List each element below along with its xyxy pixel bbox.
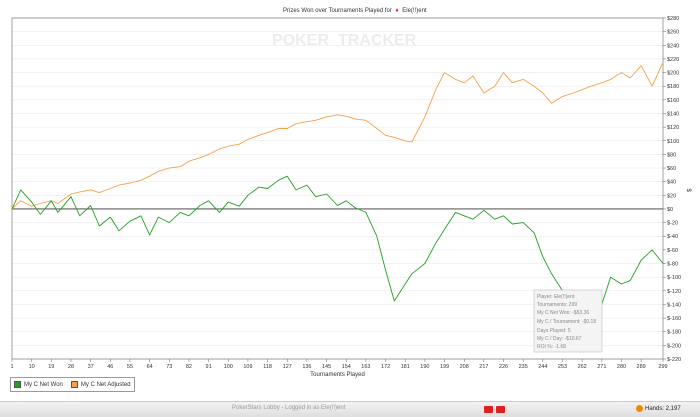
x-tick-label: 199 <box>440 364 449 370</box>
series-lines <box>11 62 664 305</box>
y-tick-label: $40 <box>667 180 676 186</box>
svg-text:POKER: POKER <box>272 32 329 49</box>
x-tick-labels: 1 10 19 28 37 46 55 64 73 82 91 100 109 118 127 136 145 1… <box>10 364 667 370</box>
legend-label-net-adjusted: My C Net Adjusted <box>80 381 131 388</box>
y-tick-label: $100 <box>667 139 679 145</box>
x-tick-label: 280 <box>617 364 626 370</box>
taskbar-app-icon[interactable] <box>496 406 505 413</box>
y-tick-label: $60 <box>667 166 676 172</box>
plot-border <box>11 17 664 360</box>
y-tick-label: $-80 <box>667 262 678 268</box>
x-tick-label: 262 <box>578 364 587 370</box>
x-tick-label: 127 <box>283 364 292 370</box>
x-tick-label: 100 <box>224 364 233 370</box>
x-tick-label: 163 <box>361 364 370 370</box>
y-tick-label: $-60 <box>667 248 678 254</box>
y-tick-label: $280 <box>667 16 679 22</box>
y-tick-label: $180 <box>667 84 679 90</box>
y-tick-label: $-200 <box>667 343 681 349</box>
x-tick-label: 226 <box>499 364 508 370</box>
x-tick-label: 235 <box>519 364 528 370</box>
x-tick-label: 181 <box>401 364 410 370</box>
y-tick-label: $220 <box>667 57 679 63</box>
tooltip-roi: ROI %: -1.68 <box>537 344 566 350</box>
x-tick-label: 73 <box>166 364 172 370</box>
y-tick-label: $140 <box>667 111 679 117</box>
hands-counter[interactable]: Hands: 2,197 <box>636 405 681 412</box>
x-tick-label: 46 <box>107 364 113 370</box>
y-tick-label: $200 <box>667 71 679 77</box>
y-tick-label: $0 <box>667 207 673 213</box>
y-tick-label: $-160 <box>667 316 681 322</box>
x-tick-label: 109 <box>243 364 252 370</box>
x-tick-label: 37 <box>88 364 94 370</box>
tooltip-box <box>533 289 603 353</box>
legend-item-net-adjusted[interactable]: My C Net Adjusted <box>70 381 131 388</box>
series-line-my-c-net-won <box>11 175 664 305</box>
x-tick-label: 253 <box>558 364 567 370</box>
x-tick-label: 217 <box>479 364 488 370</box>
tooltip-net-won: My C Net Won: -$53.36 <box>537 310 589 316</box>
y-tick-label: $120 <box>667 125 679 131</box>
y-axis-label: $ <box>685 189 691 193</box>
chart-legend: My C Net Won My C Net Adjusted <box>10 377 135 392</box>
legend-swatch-net-adjusted <box>70 381 78 388</box>
y-tick-label: $-120 <box>667 289 681 295</box>
legend-swatch-net-won <box>14 381 21 388</box>
y-tick-label: $240 <box>667 43 679 49</box>
tooltip-days-played: Days Played: 5 <box>537 328 571 334</box>
tooltip-player: Player: Ele(!!)ent <box>537 294 575 300</box>
poker-spade-icon: ♦ <box>396 8 399 14</box>
x-tick-label: 145 <box>322 364 331 370</box>
data-tooltip: Player: Ele(!!)ent Tournaments: 299 My C… <box>533 289 603 353</box>
x-tick-label: 28 <box>68 364 74 370</box>
y-tick-label: $-20 <box>667 221 678 227</box>
x-tick-label: 208 <box>460 364 469 370</box>
y-tick-labels: $-220 $-200 $-180 $-160 $-140 $-120 $-100 $-80 $… <box>667 16 681 363</box>
y-tick-label: $-180 <box>667 330 681 336</box>
y-tick-label: $80 <box>667 152 676 158</box>
x-tick-label: 271 <box>597 364 606 370</box>
x-tick-label: 244 <box>538 364 547 370</box>
y-tick-label: $160 <box>667 98 679 104</box>
x-tick-label: 1 <box>10 364 13 370</box>
y-tick-label: $-100 <box>667 275 681 281</box>
x-tick-label: 91 <box>206 364 212 370</box>
x-tick-label: 55 <box>127 364 133 370</box>
x-tick-label: 10 <box>29 364 35 370</box>
series-line-my-c-net-adjusted <box>11 62 664 210</box>
chart-title: Prizes Won over Tournaments Played for ♦… <box>283 8 427 14</box>
axes <box>11 17 666 362</box>
x-tick-label: 118 <box>263 364 272 370</box>
tooltip-tournaments: Tournaments: 299 <box>537 302 577 308</box>
x-tick-label: 82 <box>186 364 192 370</box>
x-tick-label: 19 <box>48 364 54 370</box>
y-tick-label: $260 <box>667 30 679 36</box>
hands-icon <box>636 405 643 412</box>
taskbar-window-title[interactable]: PokerStars Lobby - Logged in as Ele(!!)e… <box>232 405 346 411</box>
x-tick-label: 154 <box>342 364 351 370</box>
x-tick-label: 172 <box>381 364 390 370</box>
x-tick-label: 289 <box>637 364 646 370</box>
x-tick-label: 190 <box>420 364 429 370</box>
y-tick-label: $-220 <box>667 357 681 363</box>
y-tick-label: $20 <box>667 193 676 199</box>
y-tick-label: $-40 <box>667 234 678 240</box>
taskbar: PokerStars Lobby - Logged in as Ele(!!)e… <box>0 401 700 417</box>
x-axis-label: Tournaments Played <box>310 372 365 378</box>
watermark-logo: POKER TRACKER <box>272 32 417 49</box>
tooltip-per-tournament: My C / Tournament: -$0.18 <box>537 319 596 325</box>
hands-label: Hands: 2,197 <box>645 405 681 412</box>
x-tick-label: 299 <box>658 364 667 370</box>
svg-text:TRACKER: TRACKER <box>338 32 417 49</box>
taskbar-app-icon[interactable] <box>484 406 493 413</box>
y-tick-label: $-140 <box>667 302 681 308</box>
x-tick-label: 64 <box>147 364 153 370</box>
legend-item-net-won[interactable]: My C Net Won <box>14 381 63 388</box>
x-tick-label: 136 <box>302 364 311 370</box>
tooltip-per-day: My C / Day: -$10.67 <box>537 336 582 342</box>
legend-label-net-won: My C Net Won <box>24 381 63 388</box>
